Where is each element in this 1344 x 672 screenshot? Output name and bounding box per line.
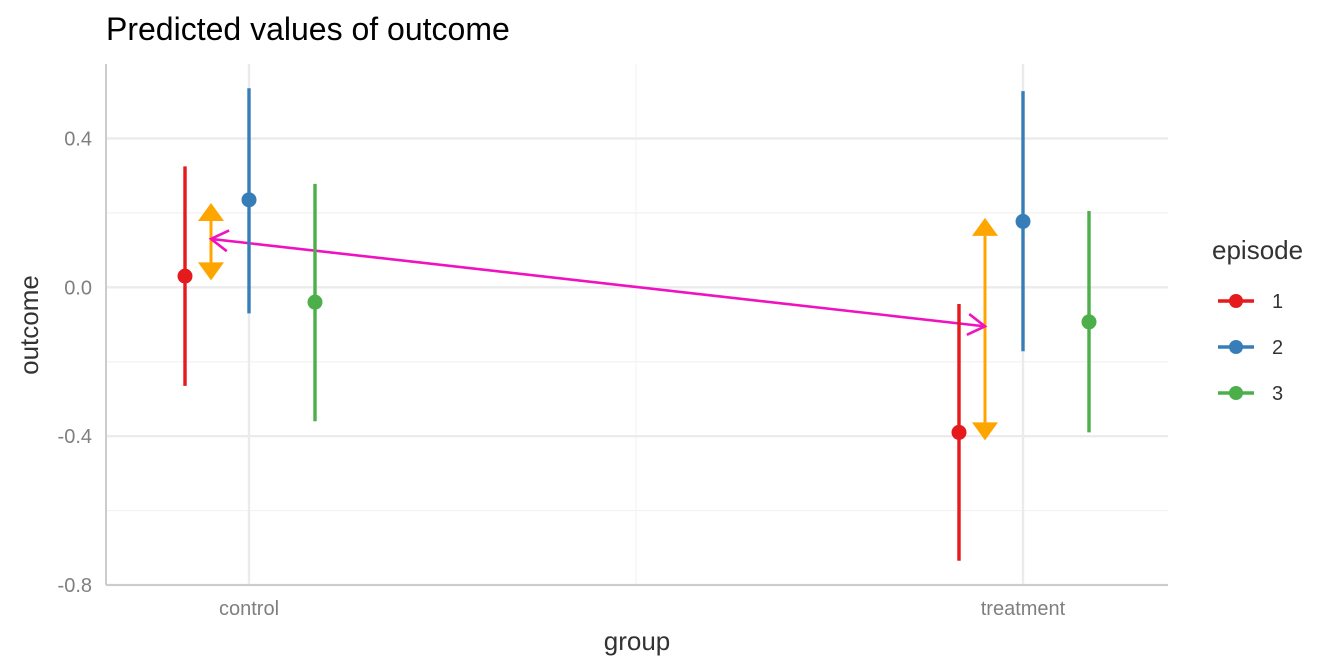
point-episode-1 xyxy=(177,268,193,284)
connector-arrow-head-start xyxy=(208,229,230,253)
chart-title: Predicted values of outcome xyxy=(106,11,510,47)
x-axis-title: group xyxy=(604,626,671,656)
connector-arrow-head-end xyxy=(966,313,988,337)
y-axis-title: outcome xyxy=(14,275,44,375)
connector-arrow xyxy=(210,237,986,328)
point-episode-3 xyxy=(1081,314,1097,330)
y-tick-label: -0.4 xyxy=(58,426,92,448)
point-episode-1 xyxy=(951,424,967,440)
arrow-head-up xyxy=(972,217,998,236)
x-tick-label: treatment xyxy=(981,598,1066,620)
annotations xyxy=(198,202,998,441)
legend-title: episode xyxy=(1212,235,1303,265)
arrow-head-down xyxy=(972,422,998,441)
legend-label: 1 xyxy=(1272,291,1283,313)
y-tick-label: 0.4 xyxy=(64,128,92,150)
point-episode-2 xyxy=(241,192,257,208)
data-marks xyxy=(177,88,1097,561)
legend-label: 2 xyxy=(1272,337,1283,359)
legend-label: 3 xyxy=(1272,383,1283,405)
axes: -0.8 -0.4 0.0 0.4 control treatment xyxy=(58,64,1168,620)
arrow-head-down xyxy=(198,262,224,281)
arrow-head-up xyxy=(198,202,224,221)
point-episode-2 xyxy=(1015,213,1031,229)
legend-key-point xyxy=(1229,294,1243,308)
y-tick-label: 0.0 xyxy=(64,277,92,299)
legend-key-point xyxy=(1229,386,1243,400)
x-tick-label: control xyxy=(219,598,279,620)
legend-key-point xyxy=(1229,340,1243,354)
legend: episode 1 2 3 xyxy=(1212,235,1303,405)
point-episode-3 xyxy=(307,294,323,310)
grid xyxy=(106,64,1168,587)
y-tick-label: -0.8 xyxy=(58,575,92,597)
